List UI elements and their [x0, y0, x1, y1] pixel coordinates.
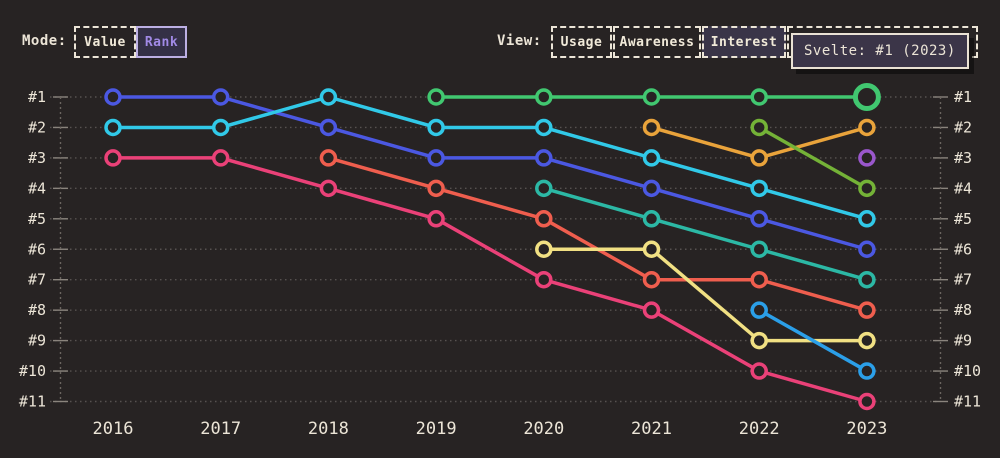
- point-svelte-green-2023-highlighted[interactable]: [852, 83, 881, 111]
- year-label-2018: 2018: [308, 419, 349, 439]
- year-label-2017: 2017: [200, 419, 241, 439]
- point-indigo-2016[interactable]: [104, 88, 122, 106]
- rank-label-left-2: #2: [28, 118, 46, 136]
- point-cyan-2019[interactable]: [427, 118, 445, 137]
- rank-label-left-6: #6: [28, 240, 46, 258]
- rank-label-right-11: #11: [954, 393, 981, 411]
- point-rose-2017[interactable]: [211, 149, 230, 167]
- year-label-2019: 2019: [416, 419, 457, 439]
- point-indigo-2018[interactable]: [319, 118, 338, 137]
- view-button-awareness[interactable]: Awareness: [613, 26, 701, 58]
- point-salmon-2020[interactable]: [535, 210, 553, 228]
- point-orange-2022[interactable]: [750, 149, 768, 167]
- point-teal-2020[interactable]: [535, 179, 553, 198]
- series-line-olive[interactable]: [757, 125, 869, 191]
- point-olive-2023[interactable]: [858, 179, 876, 198]
- point-azure-2022[interactable]: [750, 301, 768, 319]
- mode-button-value[interactable]: Value: [74, 26, 136, 58]
- year-label-2022: 2022: [739, 419, 780, 439]
- rank-label-right-2: #2: [954, 118, 972, 136]
- point-cyan-2016[interactable]: [104, 118, 122, 137]
- point-salmon-2023[interactable]: [858, 301, 876, 319]
- rank-label-right-1: #1: [954, 88, 972, 106]
- tooltip-text: Svelte: #1 (2023): [804, 43, 956, 59]
- point-rose-2016[interactable]: [104, 149, 122, 167]
- rank-label-right-7: #7: [954, 271, 972, 289]
- point-yellow-2022[interactable]: [750, 331, 768, 350]
- point-cyan-2021[interactable]: [642, 149, 661, 167]
- point-azure-2023[interactable]: [858, 362, 876, 380]
- series-line-indigo[interactable]: [111, 95, 869, 251]
- point-indigo-2021[interactable]: [642, 179, 661, 198]
- view-label: View:: [497, 33, 542, 49]
- rank-label-left-10: #10: [19, 362, 46, 380]
- point-teal-2021[interactable]: [642, 210, 661, 228]
- point-svelte-green-2021[interactable]: [642, 88, 661, 106]
- tooltip: Svelte: #1 (2023): [791, 33, 969, 69]
- rank-label-left-4: #4: [28, 179, 46, 197]
- rank-label-left-5: #5: [28, 210, 46, 228]
- point-rose-2021[interactable]: [642, 301, 661, 319]
- point-salmon-2019[interactable]: [427, 179, 445, 198]
- series-line-azure[interactable]: [757, 308, 869, 373]
- rank-label-left-1: #1: [28, 88, 46, 106]
- point-yellow-2021[interactable]: [642, 240, 661, 258]
- point-indigo-2022[interactable]: [750, 210, 768, 228]
- point-indigo-2019[interactable]: [427, 149, 445, 167]
- point-rose-2019[interactable]: [427, 210, 445, 228]
- point-svelte-green-2020[interactable]: [535, 88, 553, 106]
- rank-label-right-10: #10: [954, 362, 981, 380]
- rank-label-right-4: #4: [954, 179, 972, 197]
- point-salmon-2022[interactable]: [750, 270, 768, 289]
- rank-label-left-7: #7: [28, 271, 46, 289]
- point-cyan-2023[interactable]: [858, 210, 876, 228]
- rank-label-left-3: #3: [28, 149, 46, 167]
- rank-label-left-11: #11: [19, 393, 46, 411]
- series-line-salmon[interactable]: [326, 156, 869, 312]
- point-indigo-2020[interactable]: [535, 149, 553, 167]
- rank-label-left-9: #9: [28, 332, 46, 350]
- year-label-2020: 2020: [523, 419, 564, 439]
- rank-label-right-8: #8: [954, 301, 972, 319]
- mode-label: Mode:: [22, 33, 67, 49]
- point-indigo-2017[interactable]: [211, 88, 230, 106]
- point-salmon-2018[interactable]: [319, 149, 338, 167]
- point-teal-2023[interactable]: [858, 270, 876, 289]
- point-orange-2021[interactable]: [642, 118, 661, 137]
- point-yellow-2020[interactable]: [535, 240, 553, 258]
- point-purple-2023[interactable]: [858, 149, 876, 167]
- point-cyan-2017[interactable]: [211, 118, 230, 137]
- view-button-usage[interactable]: Usage: [551, 26, 612, 58]
- point-cyan-2020[interactable]: [535, 118, 553, 137]
- year-label-2016: 2016: [93, 419, 134, 439]
- point-rose-2018[interactable]: [319, 179, 338, 198]
- point-rose-2023[interactable]: [858, 392, 876, 411]
- rank-label-right-5: #5: [954, 210, 972, 228]
- point-svelte-green-2019[interactable]: [427, 88, 445, 106]
- point-rose-2022[interactable]: [750, 362, 768, 380]
- point-cyan-2022[interactable]: [750, 179, 768, 198]
- point-teal-2022[interactable]: [750, 240, 768, 258]
- rank-label-right-3: #3: [954, 149, 972, 167]
- series-line-cyan[interactable]: [111, 95, 869, 221]
- point-cyan-2018[interactable]: [319, 88, 338, 106]
- point-olive-2022[interactable]: [750, 118, 768, 137]
- point-svelte-green-2022[interactable]: [750, 88, 768, 106]
- mode-button-rank[interactable]: Rank: [136, 26, 187, 58]
- point-rose-2020[interactable]: [535, 270, 553, 289]
- year-label-2023: 2023: [846, 419, 887, 439]
- year-label-2021: 2021: [631, 419, 672, 439]
- point-yellow-2023[interactable]: [858, 331, 876, 350]
- series-line-teal[interactable]: [542, 186, 869, 282]
- point-indigo-2023[interactable]: [858, 240, 876, 258]
- rank-label-right-6: #6: [954, 240, 972, 258]
- series-line-rose[interactable]: [111, 156, 869, 404]
- rank-label-right-9: #9: [954, 332, 972, 350]
- view-button-interest[interactable]: Interest: [702, 26, 786, 58]
- point-orange-2023[interactable]: [858, 118, 876, 137]
- rank-label-left-8: #8: [28, 301, 46, 319]
- point-salmon-2021[interactable]: [642, 270, 661, 289]
